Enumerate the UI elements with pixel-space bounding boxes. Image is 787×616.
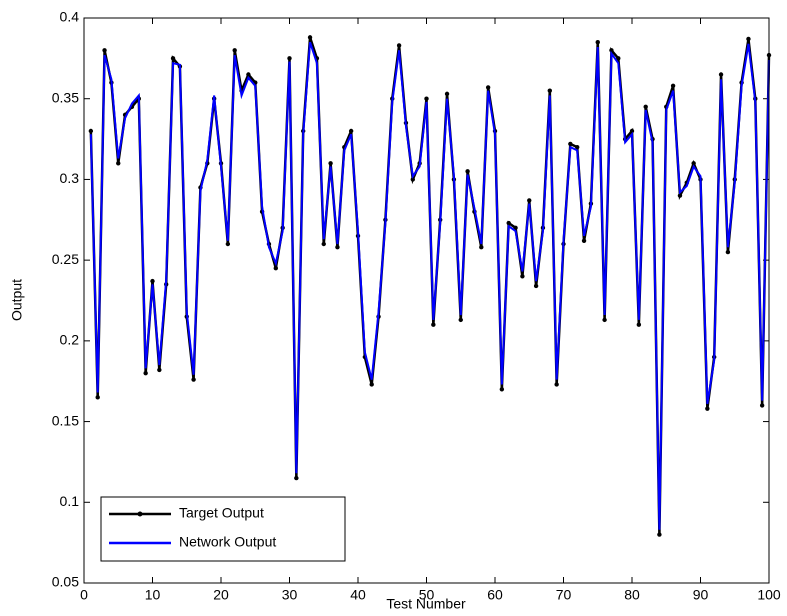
point-marker (458, 317, 463, 323)
point-marker (396, 43, 402, 48)
point-marker (657, 532, 662, 537)
point-marker (575, 144, 580, 150)
legend-box (100, 496, 346, 562)
point-marker (636, 322, 642, 327)
x-tick-label: 10 (145, 587, 161, 603)
point-marker (725, 249, 731, 255)
point-marker (410, 177, 415, 182)
point-marker (759, 403, 765, 408)
x-tick-label: 0 (80, 587, 88, 603)
point-marker (116, 161, 121, 166)
point-marker (602, 317, 607, 323)
point-marker (609, 48, 614, 53)
point-marker (520, 274, 525, 279)
x-tick-label: 60 (487, 587, 503, 603)
point-marker (581, 238, 587, 243)
x-tick-label: 70 (556, 587, 572, 603)
point-marker (287, 56, 292, 61)
axes-box (83, 17, 770, 584)
series-line (89, 41, 770, 530)
point-marker (328, 161, 333, 166)
point-marker (499, 387, 505, 392)
y-tick-label: 0.25 (52, 251, 79, 267)
point-marker (691, 161, 696, 166)
y-tick-label: 0.15 (52, 412, 79, 428)
legend-label: Network Output (179, 534, 276, 550)
point-marker (424, 96, 429, 101)
legend-label: Target Output (179, 505, 264, 521)
point-marker (506, 220, 511, 226)
y-tick-label: 0.4 (60, 9, 80, 25)
point-marker (629, 128, 635, 134)
point-marker (157, 367, 162, 373)
x-tick-label: 90 (693, 587, 709, 603)
y-tick-label: 0.1 (60, 493, 80, 509)
point-marker (143, 370, 148, 376)
point-marker (485, 85, 491, 90)
point-marker (225, 241, 231, 247)
point-marker (568, 141, 573, 147)
point-marker (294, 475, 299, 481)
legend-marker (137, 511, 143, 517)
point-marker (527, 198, 532, 203)
point-marker (246, 72, 251, 77)
point-marker (677, 193, 683, 198)
point-marker (746, 36, 751, 42)
point-marker (444, 91, 450, 97)
y-tick-label: 0.2 (60, 332, 80, 348)
point-marker (102, 48, 107, 53)
point-marker (369, 382, 374, 387)
point-marker (595, 40, 600, 45)
x-tick-label: 100 (757, 587, 781, 603)
y-axis-label: Output (9, 279, 25, 321)
y-tick-label: 0.35 (52, 89, 79, 105)
point-marker (321, 241, 326, 247)
point-marker (643, 104, 648, 109)
point-marker (670, 83, 676, 89)
x-axis-label: Test Number (386, 596, 466, 612)
x-tick-label: 40 (350, 587, 366, 603)
point-marker (150, 278, 155, 284)
point-marker (513, 225, 518, 231)
x-tick-label: 50 (419, 587, 435, 603)
point-marker (718, 72, 724, 77)
y-tick-label: 0.3 (60, 170, 80, 186)
point-marker (273, 266, 278, 271)
point-marker (554, 382, 559, 387)
x-tick-label: 30 (282, 587, 298, 603)
point-marker (348, 128, 354, 134)
point-marker (616, 56, 621, 61)
x-tick-label: 80 (624, 587, 640, 603)
point-marker (465, 169, 470, 174)
point-marker (191, 377, 196, 382)
point-marker (335, 245, 340, 250)
point-marker (431, 322, 436, 327)
point-marker (307, 35, 313, 40)
point-marker (547, 88, 552, 93)
x-tick-label: 20 (213, 587, 229, 603)
point-marker (170, 56, 176, 61)
point-marker (533, 283, 539, 289)
point-marker (88, 128, 94, 134)
point-marker (232, 48, 237, 53)
point-marker (479, 245, 484, 250)
y-tick-label: 0.05 (52, 574, 79, 590)
point-marker (95, 395, 100, 400)
point-marker (705, 406, 710, 411)
